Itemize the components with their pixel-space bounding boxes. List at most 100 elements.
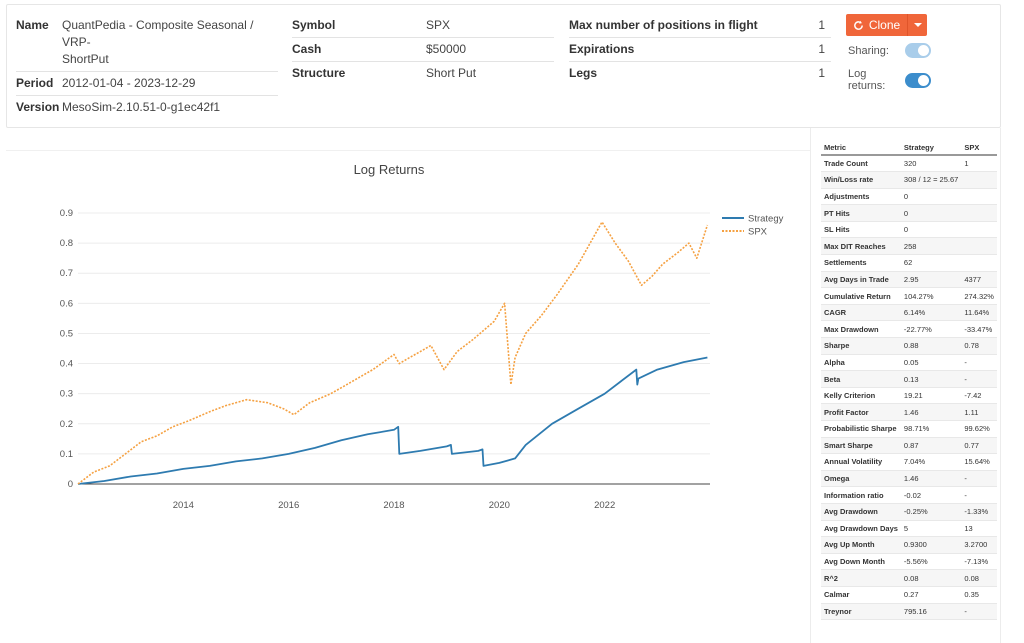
strategy-header: Strategy [900,141,962,156]
y-tick-label: 0.4 [60,359,73,370]
spx-value-cell: 4377 [961,271,997,289]
metric-name-cell: Kelly Criterion [821,387,901,405]
strategy-value-cell: 0.88 [900,337,962,355]
clone-label: Clone [868,18,901,32]
strategy-value-cell: 98.71% [900,420,962,438]
metric-name-cell: Trade Count [821,155,901,173]
strategy-value-cell: 0.13 [900,370,962,388]
metrics-row: Adjustments 0 [821,188,997,206]
metrics-row: Calmar 0.27 0.35 [821,586,997,604]
spx-value-cell: 1 [961,155,997,173]
instrument-info-table: Symbol SPX Cash $50000 Structure Short P… [292,14,554,85]
strategy-series-line [77,356,708,485]
spx-value-cell [961,221,997,239]
name-row: Name QuantPedia - Composite Seasonal / V… [16,14,278,72]
spx-value-cell: - [961,354,997,372]
section-divider [6,150,810,151]
metric-name-cell: Avg Up Month [821,536,901,554]
strategy-value-cell: -22.77% [900,320,962,339]
period-row: Period 2012-01-04 - 2023-12-29 [16,71,278,96]
expirations-row: Expirations 1 [569,37,831,62]
metrics-row: R^2 0.08 0.08 [821,569,997,587]
metrics-row: Probabilistic Sharpe 98.71% 99.62% [821,420,997,438]
log-returns-toggle[interactable] [905,72,931,88]
spx-value-cell: -1.33% [961,503,997,521]
spx-value-cell [961,171,997,189]
metric-name-cell: Sharpe [821,337,901,355]
clone-button[interactable]: Clone [846,14,908,36]
strategy-value-cell: -5.56% [900,553,962,571]
metric-name-cell: Probabilistic Sharpe [821,420,901,438]
strategy-value-cell: 308 / 12 = 25.67 [900,171,962,189]
metric-header: Metric [821,141,901,156]
y-tick-label: 0 [68,479,73,490]
refresh-icon [853,20,863,30]
cash-value: $50000 [426,37,554,62]
spx-value-cell: - [961,486,997,504]
metrics-row: Information ratio -0.02- [821,486,997,504]
strategy-value-cell: 1.46 [900,403,962,421]
symbol-row: Symbol SPX [292,14,554,38]
spx-header: SPX [961,141,997,156]
metrics-row: Omega 1.46- [821,470,997,488]
spx-value-cell: 11.64% [961,304,997,322]
metric-name-cell: Calmar [821,586,901,604]
metrics-panel [810,128,1001,643]
log-returns-label: Log returns: [848,68,886,92]
metrics-row: SL Hits 0 [821,221,997,239]
metrics-row: Max Drawdown -22.77% -33.47% [821,320,997,339]
spx-series-line [77,221,709,485]
strategy-value-cell: 795.16 [900,603,962,621]
y-tick-label: 0.8 [60,238,73,249]
metric-name-cell: SL Hits [821,221,901,239]
strategy-value-cell: 19.21 [900,387,962,405]
metric-name-cell: Win/Loss rate [821,171,901,189]
metric-name-cell: Information ratio [821,486,901,504]
x-tick-label: 2016 [278,500,299,511]
chart-title: Log Returns [354,162,425,177]
name-value-line-1: QuantPedia - Composite Seasonal / VRP- [62,18,254,49]
spx-value-cell: 0.08 [961,569,997,587]
metric-name-cell: Avg Days in Trade [821,271,901,289]
y-tick-label: 0.7 [60,268,73,279]
legs-value: 1 [818,66,825,80]
clone-button-group: Clone [846,14,927,36]
metrics-row: Treynor 795.16- [821,603,997,621]
metric-name-cell: Alpha [821,354,901,372]
spx-value-cell: - [961,470,997,488]
metric-name-cell: Adjustments [821,188,901,206]
symbol-value: SPX [426,14,554,38]
strategy-value-cell: 7.04% [900,453,962,471]
period-value: 2012-01-04 - 2023-12-29 [62,71,278,96]
spx-value-cell [961,188,997,206]
strategy-value-cell: 0.9300 [900,536,962,554]
clone-dropdown-toggle[interactable] [908,14,927,36]
chevron-down-icon [913,23,922,27]
period-label: Period [16,71,62,96]
strategy-info-table: Name QuantPedia - Composite Seasonal / V… [16,14,278,119]
spx-value-cell: -7.42 [961,387,997,405]
metric-name-cell: R^2 [821,569,901,587]
sharing-toggle[interactable] [905,43,931,58]
version-label: Version [16,100,60,114]
metric-name-cell: PT Hits [821,204,901,222]
strategy-value-cell: 0 [900,204,962,222]
metrics-row: CAGR 6.14% 11.64% [821,304,997,322]
strategy-value-cell: 320 [900,155,962,173]
legs-row: Legs 1 [569,62,831,86]
metrics-row: Sharpe 0.88 0.78 [821,337,997,355]
expirations-value: 1 [789,37,831,62]
strategy-value-cell: 0.87 [900,437,962,455]
spx-value-cell: 0.77 [961,437,997,455]
strategy-value-cell: 0 [900,188,962,206]
max-positions-value: 1 [789,14,831,38]
metric-name-cell: Beta [821,370,901,388]
metric-name-cell: Avg Down Month [821,553,901,571]
strategy-value-cell: 104.27% [900,287,962,305]
strategy-value-cell: 5 [900,520,962,538]
legend-label-strategy: Strategy [748,214,784,225]
structure-row: Structure Short Put [292,62,554,86]
spx-value-cell [961,237,997,256]
metric-name-cell: Profit Factor [821,403,901,421]
spx-value-cell: 3.2700 [961,536,997,554]
